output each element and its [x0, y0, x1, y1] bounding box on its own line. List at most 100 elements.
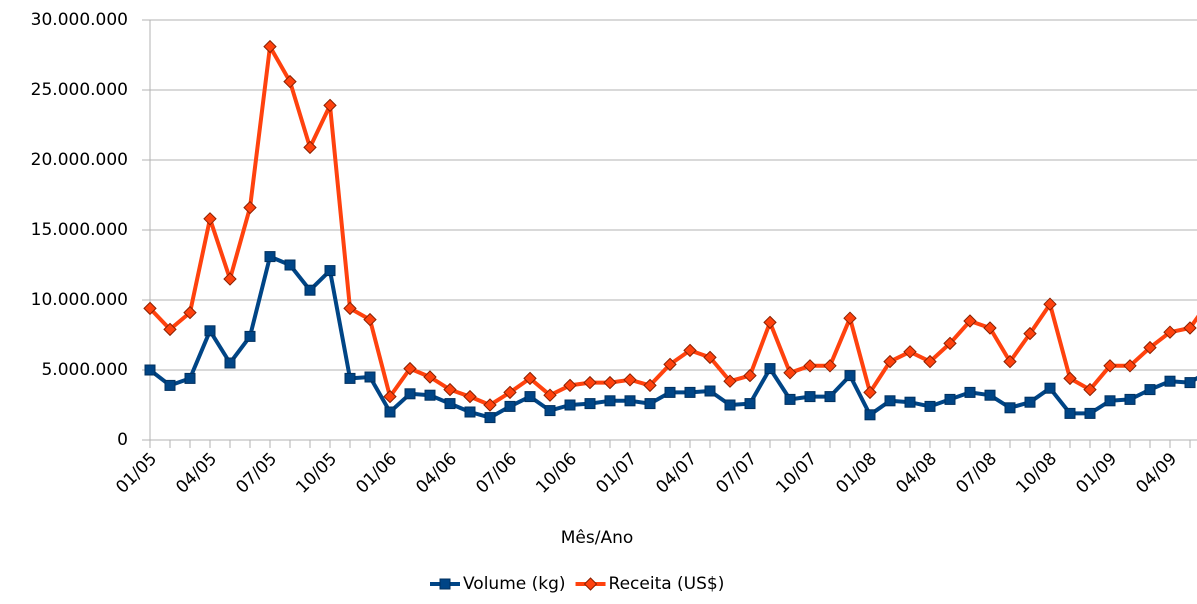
marker [983, 321, 997, 335]
marker [364, 371, 376, 383]
marker [383, 389, 397, 404]
x-tick-label: 04/05 [172, 449, 221, 498]
marker [943, 336, 957, 351]
marker [164, 379, 176, 391]
marker [264, 251, 276, 263]
marker [824, 391, 836, 403]
marker [244, 330, 256, 342]
marker [1043, 297, 1057, 311]
marker [863, 385, 877, 400]
marker [304, 284, 316, 296]
marker [1024, 396, 1036, 408]
marker [344, 372, 356, 384]
marker [684, 386, 696, 398]
marker [203, 212, 217, 226]
x-tick-label: 01/05 [112, 449, 161, 498]
marker [984, 389, 996, 401]
marker [864, 409, 876, 421]
marker [384, 406, 396, 418]
marker [963, 314, 977, 328]
y-tick-label: 25.000.000 [31, 80, 128, 100]
marker [1164, 375, 1176, 387]
marker [439, 578, 451, 590]
x-tick-label: 04/09 [1132, 449, 1181, 498]
marker [583, 577, 598, 591]
marker [544, 405, 556, 417]
y-tick-label: 30.000.000 [31, 10, 128, 30]
x-tick-label: 07/08 [952, 449, 1001, 498]
marker [444, 398, 456, 410]
marker [583, 375, 597, 390]
marker [604, 395, 616, 407]
marker [584, 398, 596, 410]
marker [764, 363, 776, 375]
marker [804, 391, 816, 403]
marker [484, 412, 496, 424]
marker [903, 345, 917, 359]
y-tick-label: 5.000.000 [41, 360, 128, 380]
marker [1183, 321, 1197, 335]
marker [204, 325, 216, 337]
marker [143, 301, 157, 316]
marker [1184, 377, 1196, 389]
marker [784, 393, 796, 405]
marker [523, 371, 537, 386]
x-tick-label: 10/07 [772, 449, 821, 498]
series [144, 251, 1197, 424]
marker [1143, 340, 1157, 355]
x-tick-label: 04/08 [892, 449, 941, 498]
marker [783, 366, 797, 380]
marker [964, 386, 976, 398]
marker [144, 364, 156, 376]
marker [843, 311, 857, 325]
marker [483, 398, 497, 412]
marker [503, 385, 517, 400]
marker [644, 398, 656, 410]
x-tick-label: 01/09 [1072, 449, 1121, 498]
marker [1004, 402, 1016, 414]
marker [183, 305, 197, 320]
x-tick-label: 01/08 [832, 449, 881, 498]
marker [704, 385, 716, 397]
marker [724, 399, 736, 411]
marker [723, 374, 737, 388]
x-tick-label: 07/07 [712, 449, 761, 498]
marker [1124, 393, 1136, 405]
marker [1144, 384, 1156, 396]
marker [1163, 325, 1177, 339]
marker [224, 357, 236, 369]
marker [363, 312, 377, 327]
marker [624, 395, 636, 407]
marker [243, 200, 257, 215]
x-tick-label: 07/06 [472, 449, 521, 498]
marker [1084, 407, 1096, 419]
marker [284, 259, 296, 271]
marker [443, 382, 457, 397]
legend-label: Receita (US$) [609, 574, 725, 594]
marker [743, 368, 757, 383]
x-tick-label: 10/08 [1012, 449, 1061, 498]
marker [683, 343, 697, 358]
marker [283, 74, 297, 89]
marker [1023, 326, 1037, 341]
y-tick-label: 15.000.000 [31, 220, 128, 240]
marker [524, 391, 536, 403]
marker [564, 399, 576, 411]
marker [923, 354, 937, 369]
series [143, 39, 1197, 412]
marker [643, 378, 657, 393]
marker [1063, 371, 1077, 386]
marker [924, 400, 936, 412]
y-tick-label: 0 [117, 430, 128, 450]
x-tick-label: 10/06 [532, 449, 581, 498]
legend-label: Volume (kg) [463, 574, 566, 594]
marker [884, 395, 896, 407]
marker [464, 406, 476, 418]
marker [404, 388, 416, 400]
marker [463, 389, 477, 404]
marker [324, 265, 336, 277]
marker [1104, 395, 1116, 407]
marker [1103, 359, 1117, 373]
marker [664, 386, 676, 398]
